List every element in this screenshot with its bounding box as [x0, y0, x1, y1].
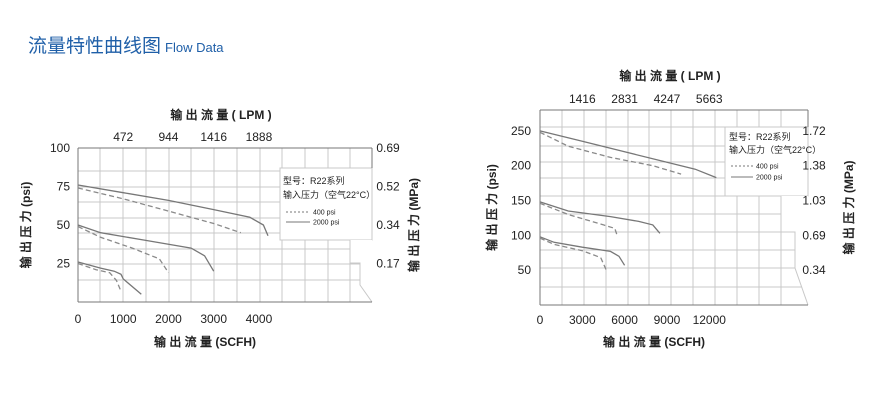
legend-pressure-label: 输入压力（空气22°C） [283, 189, 375, 200]
x-top-tick-label: 1416 [200, 130, 227, 144]
series-2000psi-line [539, 130, 717, 179]
series-400psi-line [539, 202, 619, 238]
series-2000psi-line [539, 201, 661, 234]
legend-box [279, 167, 373, 241]
x-top-axis-title: 输 出 流 量 ( LPM ) [170, 107, 271, 122]
legend-2000psi-label: 2000 psi [756, 175, 783, 182]
y-right-tick-label: 1.03 [802, 194, 826, 208]
x-tick-label: 9000 [654, 313, 681, 327]
series-2000psi-line [77, 184, 269, 237]
legend-model-label: 型号：R22系列 [283, 175, 345, 186]
series-2000psi-line [77, 261, 142, 295]
x-tick-label: 12000 [693, 313, 727, 327]
y-right-tick-label: 1.38 [802, 159, 826, 173]
grid [540, 110, 809, 306]
x-tick-label: 4000 [246, 312, 273, 326]
y-tick-label: 150 [511, 194, 531, 208]
x-top-tick-label: 4247 [654, 92, 681, 106]
x-tick-label: 0 [537, 313, 544, 327]
series-2000psi-line [539, 236, 626, 266]
x-top-tick-label: 944 [158, 130, 178, 144]
y-right-tick-label: 0.17 [376, 257, 400, 271]
y-tick-label: 75 [57, 180, 71, 194]
y-right-tick-label: 0.69 [802, 228, 826, 242]
corner-mask [781, 196, 808, 305]
title-cn: 流量特性曲线图 [28, 36, 162, 57]
corner-edge [780, 196, 809, 306]
series-400psi-line [77, 262, 122, 292]
grid [78, 148, 373, 303]
y-tick-label: 25 [57, 257, 71, 271]
x-top-axis-title: 输 出 流 量 ( LPM ) [619, 68, 720, 83]
x-top-tick-label: 1416 [569, 92, 596, 106]
series-400psi-line [77, 225, 170, 274]
y-right-axis-title: 输 出 压 力 (MPa) [841, 160, 856, 254]
y-right-tick-label: 0.34 [376, 218, 400, 232]
y-right-tick-label: 0.34 [802, 263, 826, 277]
y-right-tick-label: 0.69 [376, 141, 400, 155]
y-axis-title: 输 出 压 力 (psi) [484, 164, 499, 251]
legend-400psi-label: 400 psi [756, 164, 779, 171]
x-axis-title: 输 出 流 量 (SCFH) [154, 334, 256, 349]
x-tick-label: 0 [75, 312, 82, 326]
y-right-tick-label: 0.52 [376, 180, 400, 194]
legend-box [724, 126, 809, 197]
x-axis-title: 输 出 流 量 (SCFH) [603, 334, 705, 349]
y-tick-label: 50 [57, 218, 71, 232]
y-tick-label: 200 [511, 159, 531, 173]
x-tick-label: 2000 [155, 312, 182, 326]
y-tick-label: 100 [50, 141, 70, 155]
x-tick-label: 6000 [611, 313, 638, 327]
series-400psi-line [539, 237, 607, 271]
corner-mask [350, 240, 372, 302]
legend-model-label: 型号：R22系列 [729, 131, 791, 142]
legend-pressure-label: 输入压力（空气22°C） [729, 144, 821, 155]
legend-2000psi-label: 2000 psi [313, 220, 340, 227]
title-en: Flow Data [165, 40, 224, 55]
y-tick-label: 100 [511, 228, 531, 242]
corner-edge [349, 240, 373, 303]
x-top-tick-label: 1888 [246, 130, 273, 144]
series-2000psi-line [77, 224, 215, 272]
x-top-tick-label: 472 [113, 130, 133, 144]
series-400psi-line [539, 131, 682, 175]
legend-400psi-label: 400 psi [313, 210, 336, 217]
y-axis-title: 输 出 压 力 (psi) [18, 182, 33, 269]
y-right-axis-title: 输 出 压 力 (MPa) [406, 178, 421, 272]
x-top-tick-label: 2831 [611, 92, 638, 106]
x-tick-label: 3000 [200, 312, 227, 326]
page-title: 流量特性曲线图 Flow Data [28, 36, 224, 59]
x-top-tick-label: 5663 [696, 92, 723, 106]
y-tick-label: 250 [511, 124, 531, 138]
y-tick-label: 50 [518, 263, 532, 277]
x-tick-label: 3000 [569, 313, 596, 327]
x-tick-label: 1000 [110, 312, 137, 326]
y-right-tick-label: 1.72 [802, 124, 826, 138]
